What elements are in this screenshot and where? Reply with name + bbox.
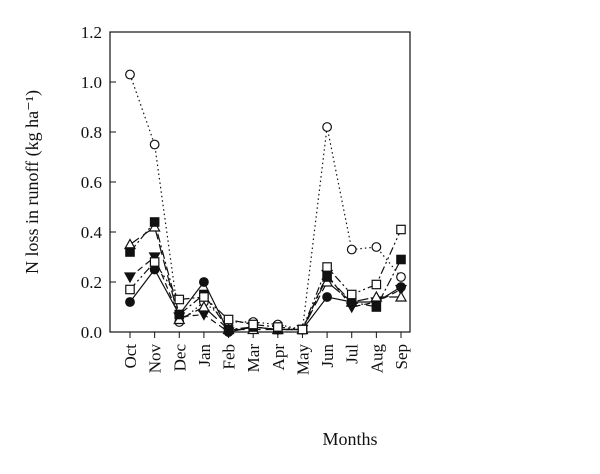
y-tick-label: 0.0	[81, 323, 102, 342]
data-point	[197, 309, 210, 321]
data-point	[123, 238, 137, 250]
data-point	[125, 297, 135, 307]
x-tick-label: Dec	[170, 344, 189, 372]
y-axis: 0.0 0.2 0.4 0.6 0.8 1.0 1.2	[81, 23, 116, 342]
data-point	[394, 284, 408, 296]
data-point	[199, 292, 209, 302]
x-axis: Oct Nov Dec Jan Feb Mar Apr May Jun Jul Aug Sep	[121, 332, 411, 375]
y-tick-label: 0.4	[81, 223, 103, 242]
data-point	[322, 262, 332, 272]
data-point	[371, 302, 382, 312]
x-tick-label: Nov	[146, 344, 165, 374]
data-point	[346, 289, 357, 300]
data-point	[297, 324, 308, 335]
x-tick-label: Sep	[392, 344, 411, 370]
data-point	[322, 272, 332, 282]
x-tick-label: Apr	[269, 344, 288, 371]
x-tick-label: Mar	[244, 344, 263, 373]
data-point	[149, 217, 160, 227]
x-tick-label: Oct	[121, 344, 140, 369]
data-point	[149, 257, 160, 267]
data-point	[123, 272, 137, 284]
series-lines	[129, 74, 402, 333]
data-point	[346, 244, 357, 255]
data-point	[273, 322, 283, 332]
x-tick-label: Aug	[367, 344, 386, 374]
x-tick-label: Jan	[195, 344, 214, 367]
data-point	[248, 319, 258, 330]
data-point	[322, 292, 332, 302]
data-point	[396, 254, 406, 265]
data-point	[125, 247, 135, 257]
data-point	[174, 294, 185, 305]
data-point	[396, 224, 406, 235]
x-tick-label: Feb	[220, 344, 239, 370]
x-tick-label: May	[293, 344, 312, 376]
y-tick-label: 1.0	[81, 73, 102, 92]
data-point	[394, 290, 408, 302]
series-line	[129, 229, 402, 331]
series-line	[129, 256, 402, 333]
data-point	[322, 122, 332, 132]
x-axis-title: Months	[322, 429, 377, 449]
x-tick-label: Jun	[318, 344, 337, 368]
y-tick-label: 0.6	[81, 173, 102, 192]
plot-frame	[109, 31, 411, 333]
data-point	[371, 279, 382, 290]
data-point	[370, 290, 383, 302]
data-point	[125, 284, 135, 295]
data-point	[223, 324, 234, 335]
y-tick-label: 0.8	[81, 123, 102, 142]
series-line	[129, 226, 401, 331]
series-points	[123, 69, 408, 339]
data-point	[371, 242, 382, 252]
series-line	[129, 220, 402, 331]
x-tick-label: Jul	[343, 344, 362, 364]
data-point	[199, 277, 209, 287]
data-point	[149, 139, 160, 150]
data-point	[223, 314, 234, 325]
data-point	[197, 300, 210, 312]
data-point	[174, 309, 185, 320]
y-axis-title: N loss in runoff (kg ha⁻¹)	[22, 90, 43, 274]
data-point	[125, 69, 135, 80]
data-point	[396, 272, 406, 282]
y-tick-label: 0.2	[81, 273, 102, 292]
y-tick-label: 1.2	[81, 23, 102, 42]
